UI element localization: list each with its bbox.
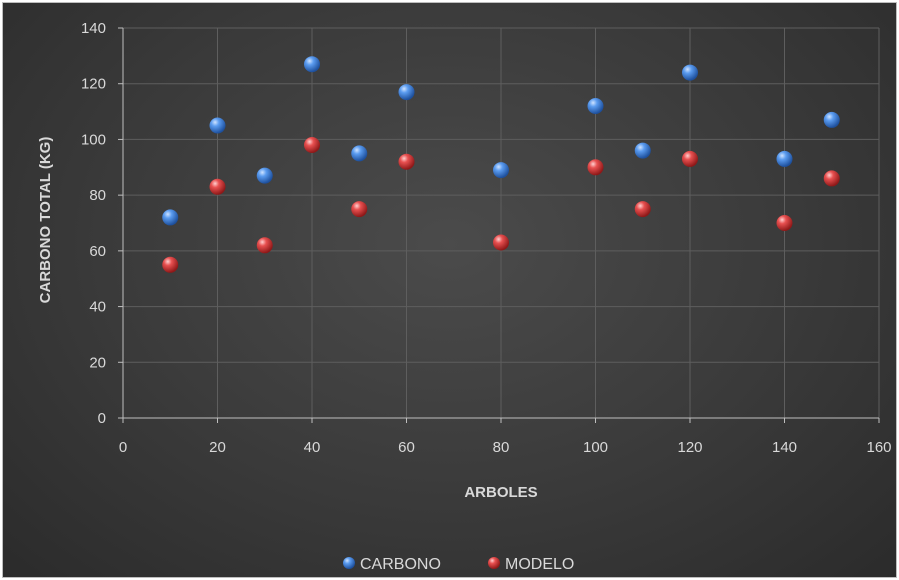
x-tick-label: 120 — [677, 439, 702, 456]
x-tick-label: 140 — [772, 439, 797, 456]
y-tick-labels: 0 20 40 60 80 100 120 140 — [81, 20, 106, 427]
modelo-point — [398, 153, 415, 170]
legend: CARBONO MODELO — [343, 556, 574, 573]
carbono-point — [776, 150, 793, 167]
gridlines — [123, 27, 880, 418]
carbono-point — [351, 145, 368, 162]
legend-label-carbono: CARBONO — [360, 556, 441, 573]
modelo-point — [304, 137, 320, 153]
modelo-point — [351, 201, 368, 218]
y-tick-label: 40 — [89, 299, 106, 316]
y-tick-label: 80 — [89, 187, 106, 204]
y-tick-label: 60 — [89, 243, 106, 260]
x-tick-label: 40 — [304, 439, 321, 456]
modelo-point — [776, 215, 793, 231]
modelo-point — [587, 159, 604, 176]
modelo-point — [209, 178, 226, 195]
carbono-point — [304, 56, 320, 73]
y-tick-label: 0 — [98, 410, 106, 427]
x-axis-title: ARBOLES — [464, 484, 537, 501]
carbono-point — [256, 167, 273, 184]
carbono-point — [493, 162, 509, 179]
data-points — [162, 56, 840, 273]
legend-marker-carbono — [343, 557, 355, 569]
x-tick-label: 80 — [493, 439, 510, 456]
carbono-point — [682, 64, 698, 81]
modelo-point — [682, 150, 698, 167]
modelo-point — [823, 170, 840, 187]
carbono-point — [587, 98, 604, 114]
carbono-point — [209, 117, 226, 134]
y-tick-label: 120 — [81, 76, 106, 93]
x-tick-label: 100 — [583, 439, 608, 456]
modelo-point — [256, 237, 273, 254]
carbono-point — [162, 209, 179, 226]
x-tick-label: 20 — [209, 439, 226, 456]
y-axis-title: CARBONO TOTAL (KG) — [37, 137, 54, 304]
carbono-point — [823, 111, 840, 128]
x-tick-label: 60 — [398, 439, 415, 456]
x-tick-label: 0 — [119, 439, 127, 456]
carbono-point — [634, 142, 651, 159]
x-tick-labels: 0 20 40 60 80 100 120 140 160 — [119, 439, 892, 456]
y-tick-label: 20 — [89, 354, 106, 371]
modelo-point — [634, 201, 651, 218]
axes — [118, 27, 880, 423]
modelo-point — [162, 256, 179, 273]
carbono-point — [398, 84, 415, 101]
y-tick-label: 140 — [81, 20, 106, 37]
legend-marker-modelo — [488, 557, 500, 569]
modelo-point — [493, 234, 509, 251]
x-tick-label: 160 — [866, 439, 891, 456]
legend-label-modelo: MODELO — [505, 556, 574, 573]
y-tick-label: 100 — [81, 131, 106, 148]
